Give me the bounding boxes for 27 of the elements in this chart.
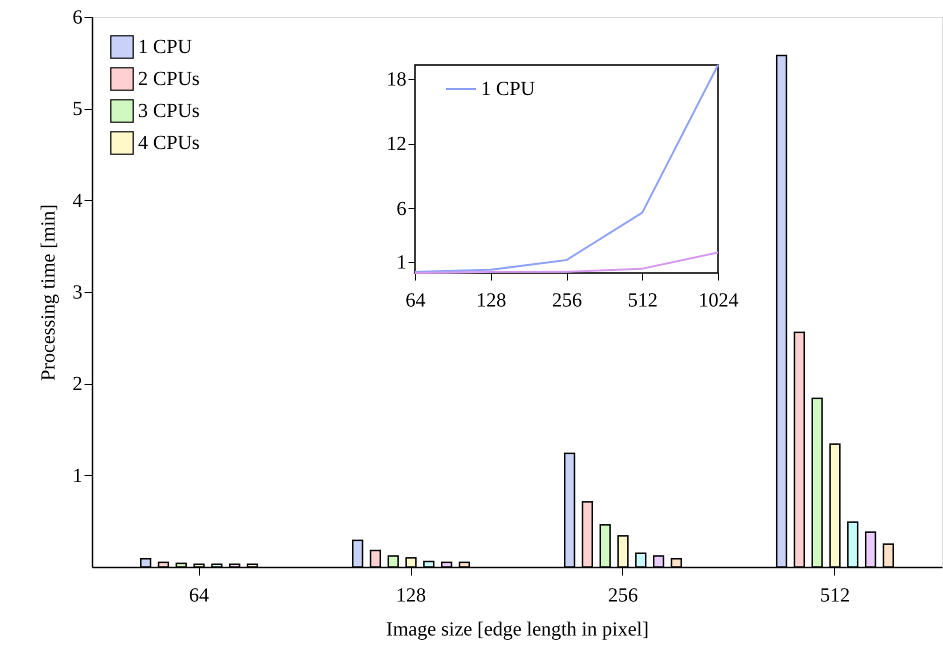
x-tick-label: 512 [628,290,658,312]
x-tick-label: 512 [820,584,850,606]
x-axis-title: Image size [edge length in pixel] [386,618,649,640]
legend-label: 4 CPUs [138,132,200,154]
x-tick-label: 1024 [698,290,738,312]
x-tick-label: 256 [552,290,582,312]
x-tick-label: 128 [476,290,506,312]
y-tick-label: 5 [72,98,82,120]
y-tick-label: 1 [72,464,82,487]
line-series [414,252,719,274]
x-tick-label: 256 [608,584,638,606]
legend-label: 2 CPUs [138,68,200,90]
y-tick-label: 6 [72,6,82,28]
y-tick-label: 12 [386,133,406,156]
x-tick-label: 64 [189,584,210,606]
y-tick-label: 4 [72,190,82,212]
legend-label: 1 CPU [138,36,192,58]
y-tick-label: 2 [72,373,82,396]
x-tick-label: 128 [396,584,426,606]
x-tick-label: 64 [406,290,426,312]
legend-label: 1 CPU [481,78,536,100]
y-tick-label: 6 [396,198,406,220]
y-axis-title: Processing time [min] [38,204,60,381]
y-tick-label: 1 [396,252,406,274]
legend-label: 3 CPUs [138,100,200,122]
y-tick-label: 18 [386,68,406,91]
y-tick-label: 3 [72,282,82,304]
